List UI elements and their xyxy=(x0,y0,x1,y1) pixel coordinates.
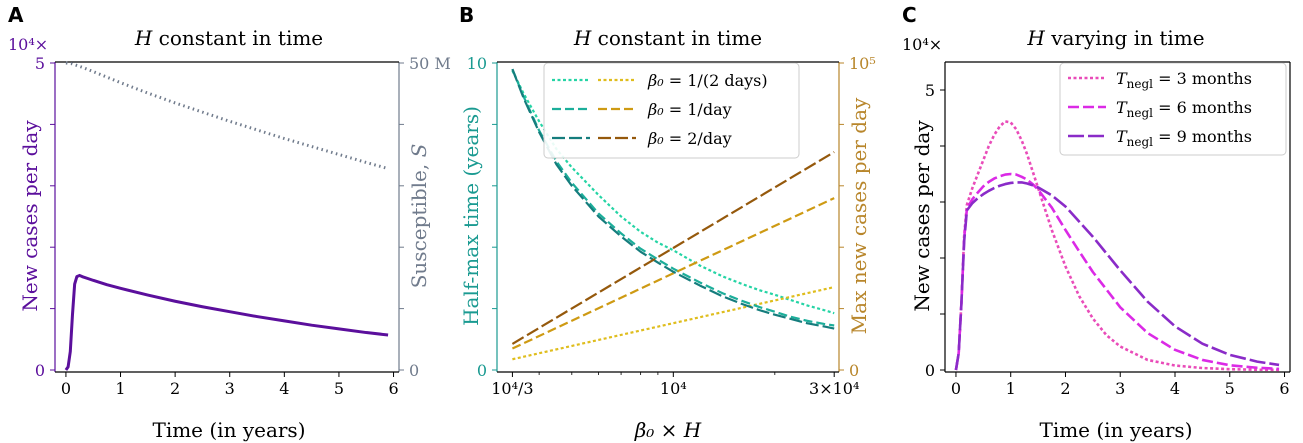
panel-b-ytick-right-label: 0 xyxy=(849,361,859,380)
panel-a-xtick-label: 3 xyxy=(225,379,235,398)
panel-c-y-multiplier: 10⁴× xyxy=(902,35,942,54)
panel-b-xlabel: β₀ × H xyxy=(634,418,702,442)
panel-b-ytick-right-label: 10⁵ xyxy=(849,54,876,73)
panel-c-xtick-label: 3 xyxy=(1115,379,1125,398)
panel-c-legend-label: Tnegl = 6 months xyxy=(1116,98,1252,120)
panel-b-legend-label: β₀ = 2/day xyxy=(647,129,732,148)
panel-a-ytick-label: 0 xyxy=(35,361,45,380)
panel-c-xtick-label: 4 xyxy=(1170,379,1180,398)
panel-c-xtick-label: 6 xyxy=(1279,379,1289,398)
panel-b-series-line xyxy=(511,68,835,327)
panel-a-new-cases-line xyxy=(64,273,389,371)
panel-a-xlabel: Time (in years) xyxy=(152,418,305,442)
panel-c-letter: C xyxy=(902,3,917,27)
panel-c-legend-label: Tnegl = 9 months xyxy=(1116,127,1252,149)
panel-c-xlabel: Time (in years) xyxy=(1039,418,1192,442)
panel-a-susceptible-line xyxy=(65,61,389,171)
panel-b-ylabel-right: Max new cases per day xyxy=(847,97,871,334)
panel-c-series-line xyxy=(954,181,1280,371)
panel-a-xtick-label: 1 xyxy=(115,379,125,398)
panel-b-ylabel: Half-max time (years) xyxy=(459,106,483,326)
panel-c-xtick-label: 5 xyxy=(1225,379,1235,398)
panel-a-xtick-label: 0 xyxy=(61,379,71,398)
panel-b-series-line xyxy=(511,151,835,345)
panel-c-xtick-label: 2 xyxy=(1060,379,1070,398)
panel-a-ylabel-right: Susceptible, S xyxy=(407,144,431,289)
panel-c-series-line xyxy=(954,172,1280,371)
panel-b-letter: B xyxy=(459,3,474,27)
panel-c-series-line xyxy=(954,120,1280,372)
panel-c-xtick-label: 1 xyxy=(1006,379,1016,398)
panel-a-ytick-right-label: 50 M xyxy=(409,54,451,73)
panel-c-legend-box xyxy=(1059,62,1287,156)
panel-b-legend-label: β₀ = 1/(2 days) xyxy=(647,71,768,90)
panel-a-letter: A xyxy=(8,3,24,27)
panel-b-legend: β₀ = 1/(2 days) β₀ = 1/day β₀ = 2/day xyxy=(543,62,800,159)
panel-c-ytick-label: 5 xyxy=(925,81,935,100)
panel-a-y-multiplier: 10⁴× xyxy=(8,35,48,54)
panel-a-xtick-label: 6 xyxy=(388,379,398,398)
panel-a-xtick-label: 5 xyxy=(334,379,344,398)
panel-a-ytick-right-label: 0 xyxy=(409,361,419,380)
panel-c-legend-label: Tnegl = 3 months xyxy=(1116,69,1252,91)
panel-c-title: H varying in time xyxy=(1026,26,1204,50)
panel-a-xtick-label: 4 xyxy=(279,379,289,398)
panel-b-xtick-label: 10⁴/3 xyxy=(491,379,533,398)
panel-b-title: H constant in time xyxy=(573,26,762,50)
panel-a-ytick-label: 5 xyxy=(35,54,45,73)
panel-c-legend: Tnegl = 3 months Tnegl = 6 months Tnegl = … xyxy=(1059,62,1287,156)
panel-b-series-line xyxy=(511,197,835,350)
panel-b-legend-box xyxy=(543,62,800,159)
panel-b: B H constant in time 10⁴/3 10⁴ 3×10⁴010010… xyxy=(459,3,876,442)
panel-a-ylabel: New cases per day xyxy=(18,120,42,312)
panel-c-xtick-label: 0 xyxy=(951,379,961,398)
panel-a-xtick-label: 2 xyxy=(170,379,180,398)
panel-b-series-line xyxy=(511,68,835,330)
panel-a-title: H constant in time xyxy=(134,26,323,50)
panel-b-ytick-label: 0 xyxy=(477,361,487,380)
panel-c: C H varying in time 10⁴× 0 1 2 3 4 5 6 0 5 Tnegl … xyxy=(902,3,1291,442)
panel-c-plot-area: 0 1 2 3 4 5 6 0 5 Tnegl = 3 months Tnegl = 6 month… xyxy=(925,61,1291,398)
panel-b-legend-label: β₀ = 1/day xyxy=(647,100,732,119)
panel-c-ytick-label: 0 xyxy=(925,361,935,380)
panel-b-xtick-label: 10⁴ xyxy=(660,379,687,398)
panel-c-ylabel: New cases per day xyxy=(910,120,934,312)
panel-b-xtick-label: 3×10⁴ xyxy=(809,379,859,398)
panel-b-ytick-label: 10 xyxy=(467,54,487,73)
